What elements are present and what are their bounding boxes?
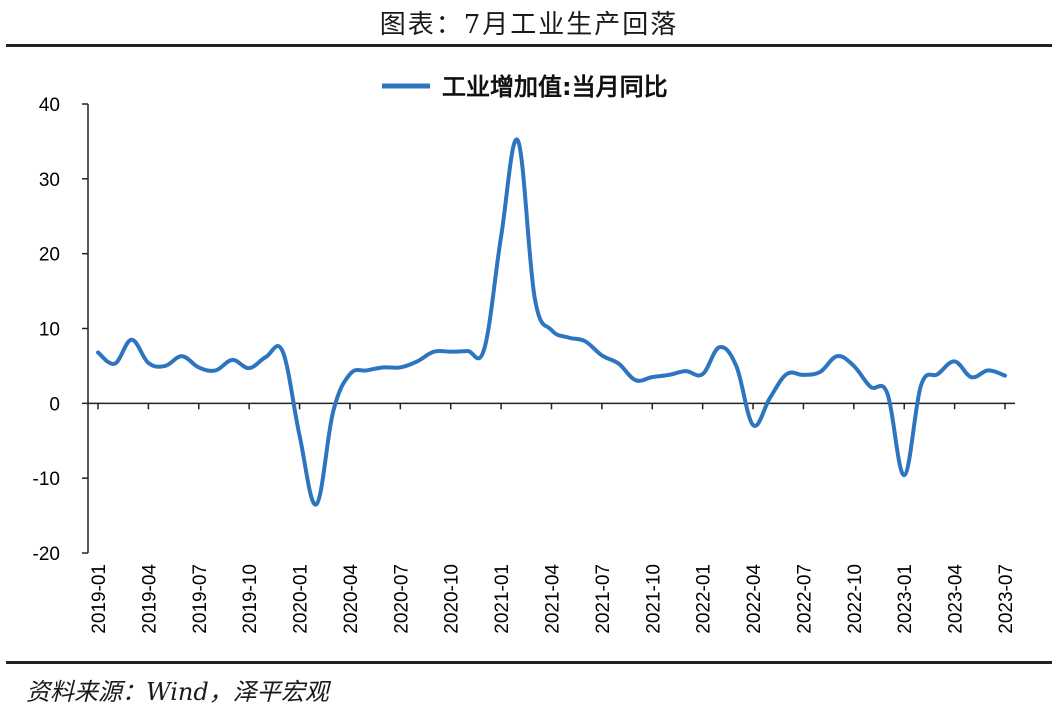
x-tick-label: 2019-01 bbox=[89, 564, 110, 634]
y-tick-label: 20 bbox=[39, 245, 60, 266]
x-tick-label: 2023-04 bbox=[946, 564, 967, 634]
y-tick-label: -10 bbox=[33, 469, 60, 490]
x-tick-label: 2019-04 bbox=[139, 564, 160, 634]
source-note: 资料来源：Wind，泽平宏观 bbox=[26, 678, 329, 706]
x-tick-label: 2021-04 bbox=[543, 564, 564, 634]
x-tick-label: 2023-07 bbox=[996, 564, 1017, 634]
x-tick-label: 2022-01 bbox=[694, 564, 715, 634]
figure-title: 图表：7月工业生产回落 bbox=[379, 10, 679, 40]
x-tick-label: 2021-01 bbox=[492, 564, 513, 634]
top-rule bbox=[6, 44, 1052, 47]
legend-label: 工业增加值:当月同比 bbox=[442, 73, 668, 101]
legend: 工业增加值:当月同比 bbox=[382, 73, 668, 101]
y-tick-label: -20 bbox=[33, 544, 60, 565]
x-tick-label: 2021-07 bbox=[593, 564, 614, 634]
y-axis: -20 -10 0 10 20 30 40 bbox=[33, 95, 89, 565]
series-line bbox=[96, 137, 1007, 507]
x-axis: 2019-01 2019-04 2019-07 2019-10 2020-01 2020-… bbox=[88, 402, 1017, 634]
x-tick-label: 2019-10 bbox=[240, 564, 261, 634]
y-tick-label: 30 bbox=[39, 170, 60, 191]
series-layer bbox=[96, 137, 1007, 507]
x-tick-label: 2020-10 bbox=[442, 564, 463, 634]
x-tick-label: 2020-04 bbox=[341, 564, 362, 634]
x-tick-label: 2023-01 bbox=[895, 564, 916, 634]
bottom-rule bbox=[6, 661, 1052, 664]
x-tick-label: 2020-07 bbox=[391, 564, 412, 634]
y-tick-label: 40 bbox=[39, 95, 60, 116]
x-tick-label: 2019-07 bbox=[190, 564, 211, 634]
y-tick-label: 10 bbox=[39, 320, 60, 341]
y-tick-label: 0 bbox=[49, 394, 60, 415]
x-tick-label: 2022-04 bbox=[744, 564, 765, 634]
x-tick-label: 2022-07 bbox=[794, 564, 815, 634]
x-tick-label: 2020-01 bbox=[291, 564, 312, 634]
x-tick-label: 2022-10 bbox=[845, 564, 866, 634]
x-tick-label: 2021-10 bbox=[643, 564, 664, 634]
